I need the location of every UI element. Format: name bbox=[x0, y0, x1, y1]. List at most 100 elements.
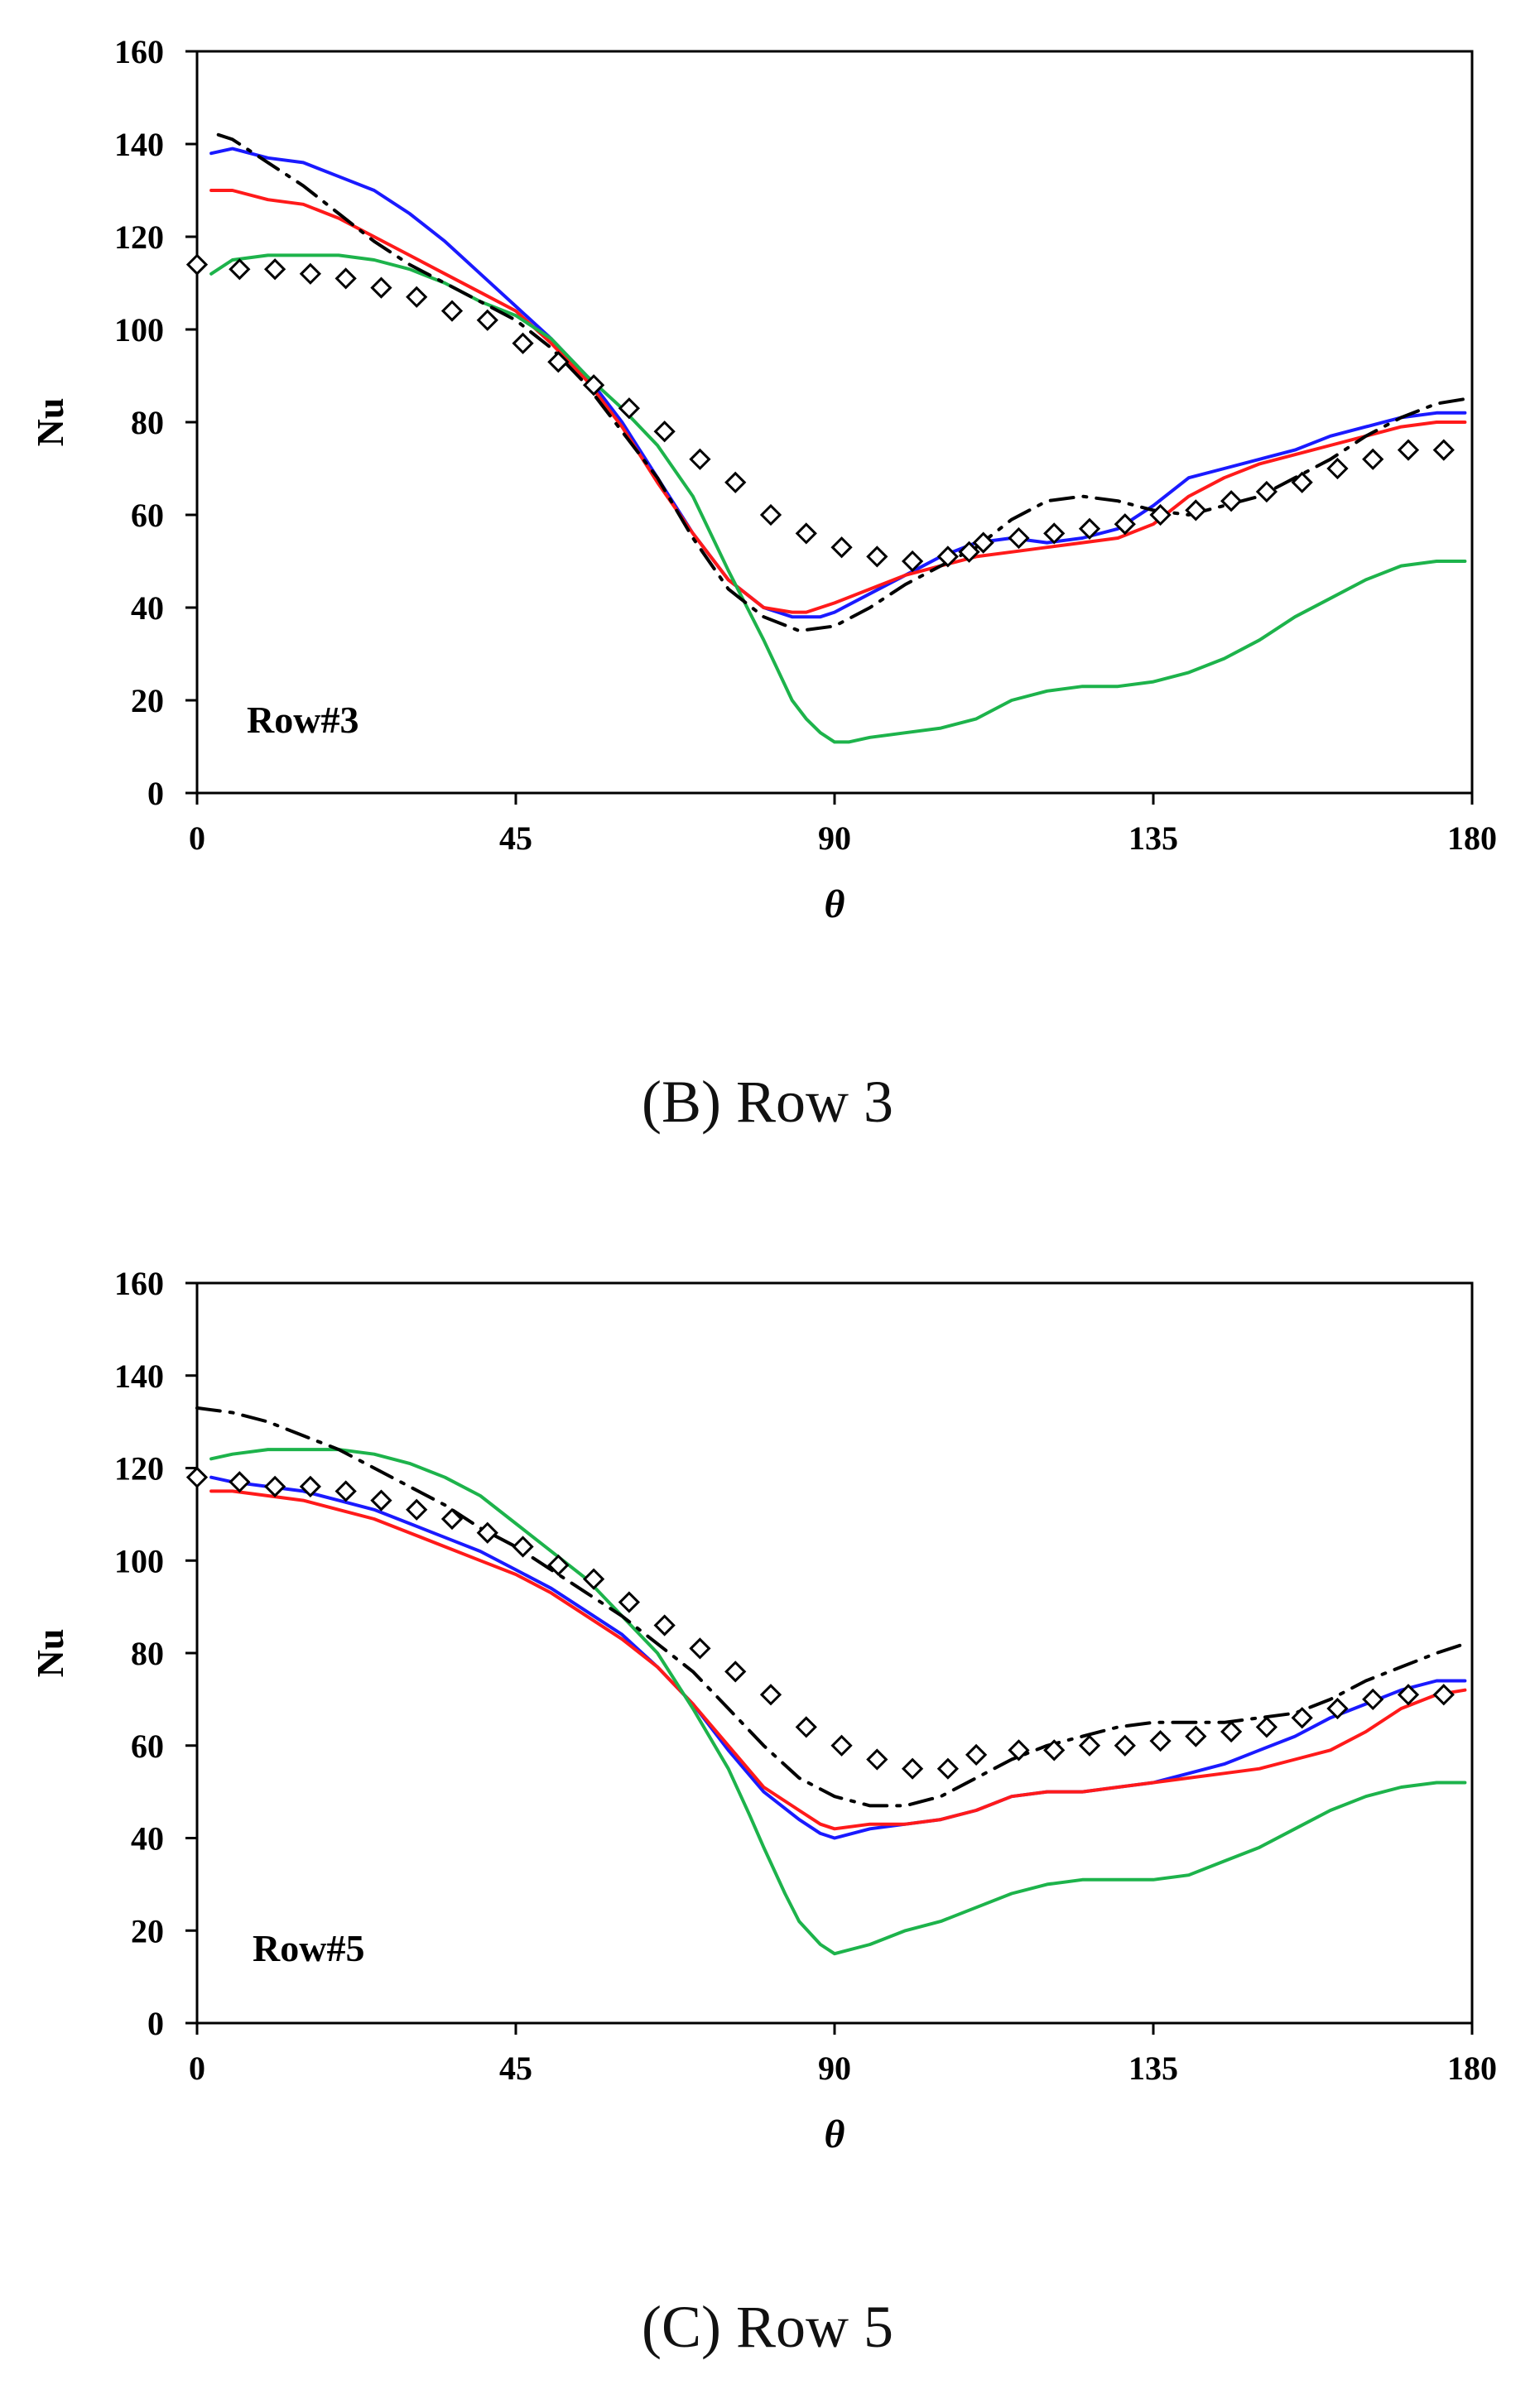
series-line-dash-dot bbox=[195, 1406, 1467, 1808]
data-point-diamond bbox=[547, 1554, 570, 1576]
chart-row-3: 0 20 40 60 80 100 120 140 160 0 45 90 135 180 Nu θ Row#3 bbox=[29, 33, 1497, 926]
data-point-diamond bbox=[795, 1716, 817, 1738]
data-point-diamond bbox=[263, 1475, 286, 1497]
series-line-green bbox=[209, 253, 1467, 744]
x-axis-label: θ bbox=[825, 882, 845, 926]
series-line-dash-dot bbox=[216, 132, 1467, 632]
data-point-diamond bbox=[618, 397, 641, 420]
y-tick-label: 120 bbox=[114, 219, 164, 256]
x-tick-label: 0 bbox=[189, 819, 205, 857]
data-point-diamond bbox=[1432, 439, 1455, 461]
data-point-diamond bbox=[1362, 448, 1384, 470]
plot-frame bbox=[195, 1281, 1474, 2025]
data-point-diamond bbox=[476, 309, 498, 331]
data-point-diamond bbox=[1043, 1739, 1066, 1762]
y-tick-label: 80 bbox=[131, 1635, 164, 1672]
panel-row-5: 0 20 40 60 80 100 120 140 160 0 45 90 135 180 Nu θ Row#5… bbox=[0, 1225, 1535, 2408]
data-point-diamond bbox=[1397, 439, 1420, 461]
data-point-diamond bbox=[618, 1591, 641, 1613]
panel-row-3: 0 20 40 60 80 100 120 140 160 0 45 90 135 180 Nu θ Row#3… bbox=[29, 33, 1497, 1135]
data-point-diamond bbox=[229, 258, 251, 281]
data-point-diamond bbox=[440, 300, 464, 322]
series-line-blue bbox=[209, 1475, 1467, 1840]
data-point-diamond bbox=[440, 1507, 464, 1531]
y-tick-label: 40 bbox=[131, 1820, 164, 1858]
data-point-diamond bbox=[936, 546, 960, 568]
x-tick-label: 45 bbox=[499, 819, 532, 857]
data-point-diamond bbox=[1326, 457, 1349, 480]
series-line-green bbox=[209, 1448, 1467, 1956]
data-point-diamond bbox=[185, 1466, 209, 1488]
caption-row-3: (B) Row 3 bbox=[642, 1069, 893, 1135]
data-point-diamond bbox=[1185, 1725, 1207, 1747]
data-point-diamond bbox=[866, 1748, 888, 1771]
data-point-diamond bbox=[653, 421, 676, 443]
x-tick-label: 90 bbox=[818, 819, 851, 857]
x-tick-label: 135 bbox=[1128, 819, 1178, 857]
y-tick-label: 20 bbox=[131, 1912, 164, 1949]
x-tick-label: 180 bbox=[1447, 819, 1497, 857]
y-tick-label: 140 bbox=[114, 126, 164, 163]
data-point-diamond bbox=[1362, 1688, 1384, 1710]
row-annotation: Row#5 bbox=[253, 1927, 364, 1969]
y-tick-label: 100 bbox=[114, 311, 164, 348]
data-point-diamond bbox=[866, 546, 888, 568]
data-point-diamond bbox=[299, 1475, 322, 1497]
caption-row-5: (C) Row 5 bbox=[642, 2294, 893, 2360]
y-tick-label: 0 bbox=[147, 2005, 164, 2042]
x-tick-label: 0 bbox=[189, 2050, 205, 2087]
data-point-diamond bbox=[795, 522, 817, 545]
series-line-red bbox=[209, 189, 1467, 614]
data-point-diamond bbox=[1397, 1684, 1420, 1706]
data-point-diamond bbox=[958, 541, 980, 563]
data-point-diamond bbox=[1008, 526, 1030, 550]
x-tick-label: 45 bbox=[499, 2050, 532, 2087]
data-point-diamond bbox=[1008, 1739, 1030, 1762]
data-point-diamond bbox=[1255, 480, 1278, 503]
data-point-diamond bbox=[759, 503, 782, 526]
data-point-diamond bbox=[334, 1480, 357, 1502]
x-tick-label: 90 bbox=[818, 2050, 851, 2087]
x-tick-label: 135 bbox=[1128, 2050, 1178, 2087]
data-point-diamond bbox=[1220, 490, 1243, 512]
x-axis-label: θ bbox=[825, 2112, 845, 2156]
data-point-diamond bbox=[1043, 522, 1066, 545]
data-point-diamond bbox=[830, 1734, 853, 1757]
y-tick-label: 20 bbox=[131, 682, 164, 719]
data-point-diamond bbox=[1255, 1716, 1278, 1738]
plot-frame bbox=[195, 50, 1474, 795]
data-point-diamond bbox=[1114, 1734, 1136, 1757]
data-point-diamond bbox=[901, 1757, 924, 1780]
data-point-diamond bbox=[936, 1757, 960, 1780]
data-point-diamond bbox=[1149, 1730, 1172, 1752]
data-point-diamond bbox=[1432, 1684, 1455, 1706]
data-point-diamond bbox=[1149, 503, 1172, 526]
y-tick-label: 160 bbox=[114, 33, 164, 70]
data-point-diamond bbox=[1291, 471, 1313, 493]
data-point-diamond bbox=[1326, 1697, 1349, 1720]
data-point-diamond bbox=[965, 1743, 988, 1766]
data-point-diamond bbox=[653, 1614, 676, 1637]
data-point-diamond bbox=[370, 276, 392, 299]
data-point-diamond bbox=[406, 286, 428, 308]
data-point-diamond bbox=[724, 471, 747, 493]
chart-row-5: 0 20 40 60 80 100 120 140 160 0 45 90 135 180 Nu θ Row#5 bbox=[29, 1265, 1497, 2156]
data-point-diamond bbox=[185, 253, 209, 276]
data-point-diamond bbox=[901, 550, 924, 573]
y-tick-label: 120 bbox=[114, 1450, 164, 1488]
data-point-diamond bbox=[476, 1521, 498, 1544]
data-point-diamond bbox=[972, 531, 994, 554]
y-tick-label: 80 bbox=[131, 404, 164, 441]
y-tick-label: 0 bbox=[147, 775, 164, 812]
data-point-diamond bbox=[512, 1536, 534, 1558]
data-point-diamond bbox=[830, 536, 853, 559]
data-point-diamond bbox=[759, 1684, 782, 1706]
y-tick-label: 140 bbox=[114, 1358, 164, 1395]
data-point-diamond bbox=[1078, 517, 1101, 540]
data-point-diamond bbox=[1291, 1707, 1313, 1729]
y-tick-label: 160 bbox=[114, 1265, 164, 1302]
y-tick-label: 60 bbox=[131, 1728, 164, 1765]
data-point-diamond bbox=[512, 332, 534, 354]
data-point-diamond bbox=[1185, 499, 1207, 521]
series-line-blue bbox=[209, 147, 1467, 619]
